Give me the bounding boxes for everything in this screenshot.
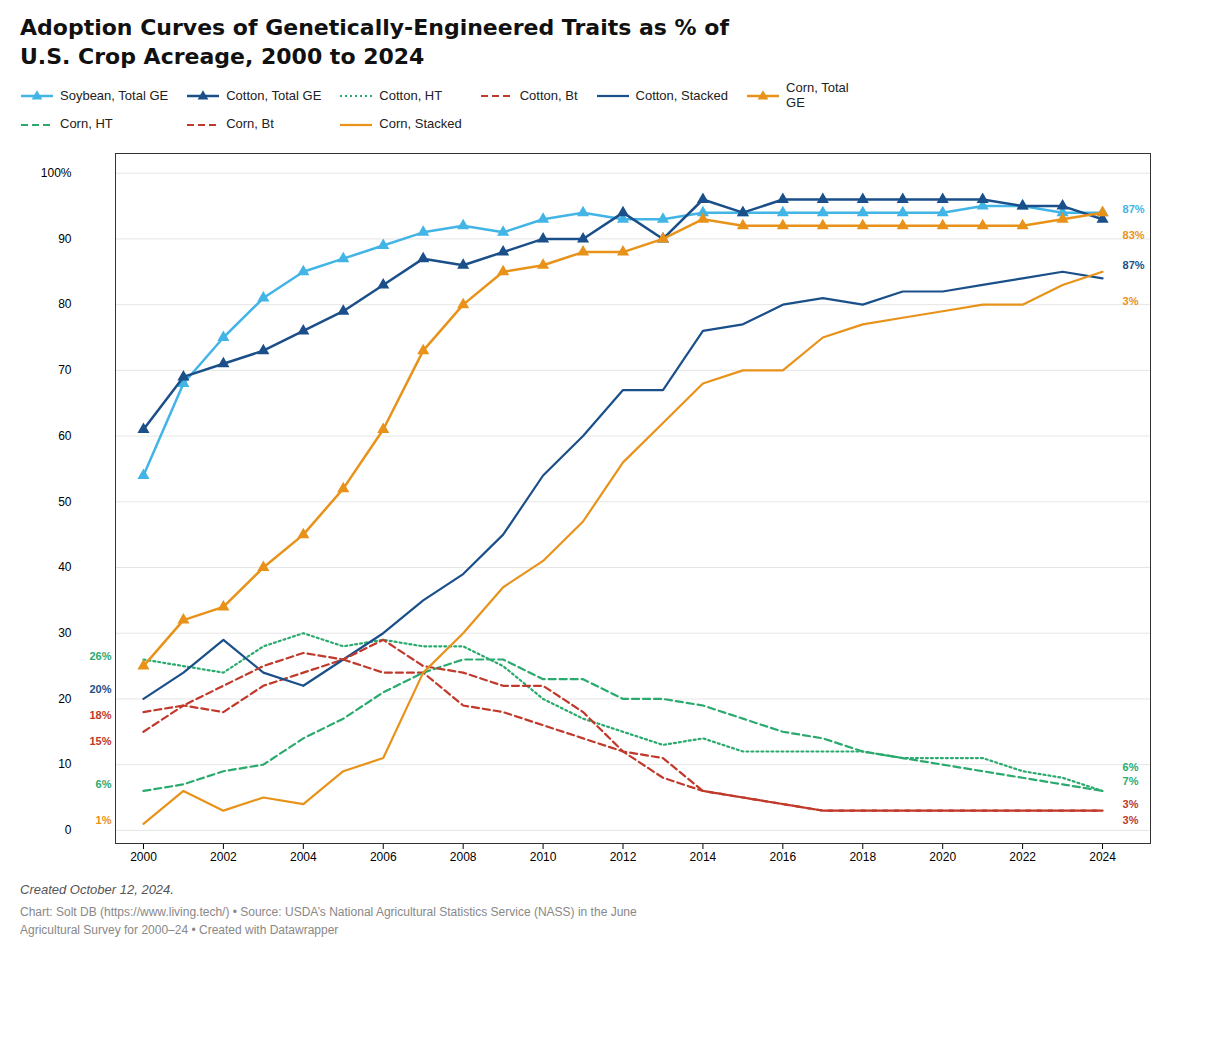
svg-text:20: 20 [58,692,72,706]
svg-text:2022: 2022 [1009,850,1036,864]
svg-text:2020: 2020 [929,850,956,864]
html-text:Cotton, Total GE: Cotton, Total GE [226,87,322,103]
html-text:Cotton, Stacked: Cotton, Stacked [635,87,728,103]
svg-text:3%: 3% [1123,814,1139,826]
svg-text:7%: 7% [1123,775,1139,787]
html-text:Cotton, Bt: Cotton, Bt [519,87,578,103]
svg-text:10: 10 [58,757,72,771]
svg-text:2018: 2018 [849,850,876,864]
svg-text:60: 60 [58,429,72,443]
svg-text:83%: 83% [1123,229,1145,241]
svg-text:6%: 6% [1123,761,1139,773]
svg-text:2000: 2000 [130,850,157,864]
svg-text:0: 0 [65,823,72,837]
svg-text:2016: 2016 [770,850,797,864]
svg-text:30: 30 [58,626,72,640]
svg-text:2010: 2010 [530,850,557,864]
html-text:Corn, Total GE: Corn, Total GE [786,80,849,111]
html-text:Created October 12, 2024.: Created October 12, 2024. [20,882,174,897]
svg-text:20%: 20% [89,683,111,695]
svg-text:2002: 2002 [210,850,237,864]
svg-text:2014: 2014 [690,850,717,864]
svg-text:2008: 2008 [450,850,477,864]
svg-text:2004: 2004 [290,850,317,864]
svg-text:2006: 2006 [370,850,397,864]
svg-text:18%: 18% [89,709,111,721]
svg-text:1%: 1% [96,814,112,826]
svg-text:2012: 2012 [610,850,637,864]
svg-text:100%: 100% [41,166,72,180]
svg-text:50: 50 [58,495,72,509]
html-text:Soybean, Total GE: Soybean, Total GE [60,87,169,103]
svg-text:3%: 3% [1123,295,1139,307]
svg-text:90: 90 [58,232,72,246]
html-text:Corn, HT: Corn, HT [60,116,113,132]
svg-text:40: 40 [58,560,72,574]
svg-text:80: 80 [58,297,72,311]
svg-text:2024: 2024 [1089,850,1116,864]
svg-text:87%: 87% [1123,259,1145,271]
svg-text:87%: 87% [1123,203,1145,215]
svg-text:26%: 26% [89,650,111,662]
svg-text:6%: 6% [96,778,112,790]
html-text:Chart: Solt DB (https://www.li: Chart: Solt DB (https://www.living.tech/… [20,905,637,937]
svg-text:3%: 3% [1123,798,1139,810]
svg-text:70: 70 [58,363,72,377]
html-text:Corn, Stacked: Corn, Stacked [379,116,462,132]
html-text:Adoption Curves of Genetically: Adoption Curves of Genetically-Engineere… [20,15,729,69]
svg-text:15%: 15% [89,735,111,747]
html-text:Cotton, HT: Cotton, HT [379,87,443,103]
html-text:Corn, Bt: Corn, Bt [226,116,274,132]
